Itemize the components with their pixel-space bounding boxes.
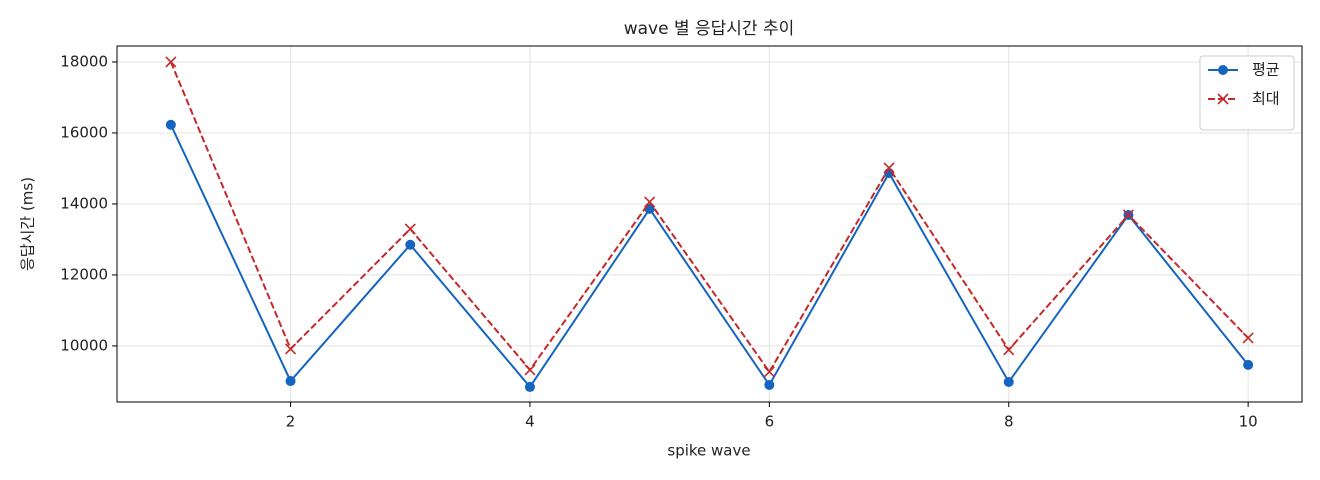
series-line [169,124,1249,389]
y-axis-label: 응답시간 (ms) [19,177,37,271]
x-axis-label: spike wave [667,442,750,460]
point [1242,332,1254,344]
legend-label: 평균 [1252,61,1280,79]
series-line [169,61,1249,374]
point [644,196,656,208]
legend-marker [1218,65,1228,75]
y-tick-label: 18000 [60,52,108,70]
plot-frame [116,45,1303,403]
x-tick-label: 4 [525,413,535,431]
point [1003,344,1015,356]
y-tick-label: 14000 [60,194,108,212]
point [284,343,297,355]
point [165,119,176,130]
point [165,56,177,68]
point [764,379,775,390]
legend-box [1199,55,1295,131]
y-tick-label: 12000 [60,265,108,283]
point [404,223,416,235]
point [524,364,536,376]
x-tick-label: 2 [286,413,296,431]
point [763,366,775,378]
x-tick-label: 8 [1004,413,1014,431]
point [1122,209,1135,221]
point [285,376,296,387]
y-tick-label: 16000 [60,123,108,141]
chart-title: wave 별 응답시간 추이 [624,19,795,39]
x-tick-label: 6 [765,413,775,431]
legend-marker [1217,93,1229,105]
y-tick-label: 10000 [60,336,108,354]
point [524,381,535,392]
legend-label: 최대 [1252,90,1280,108]
point [1003,376,1014,387]
x-tick-label: 10 [1239,413,1258,431]
point [405,239,416,250]
point [1243,359,1254,370]
point [883,162,895,174]
